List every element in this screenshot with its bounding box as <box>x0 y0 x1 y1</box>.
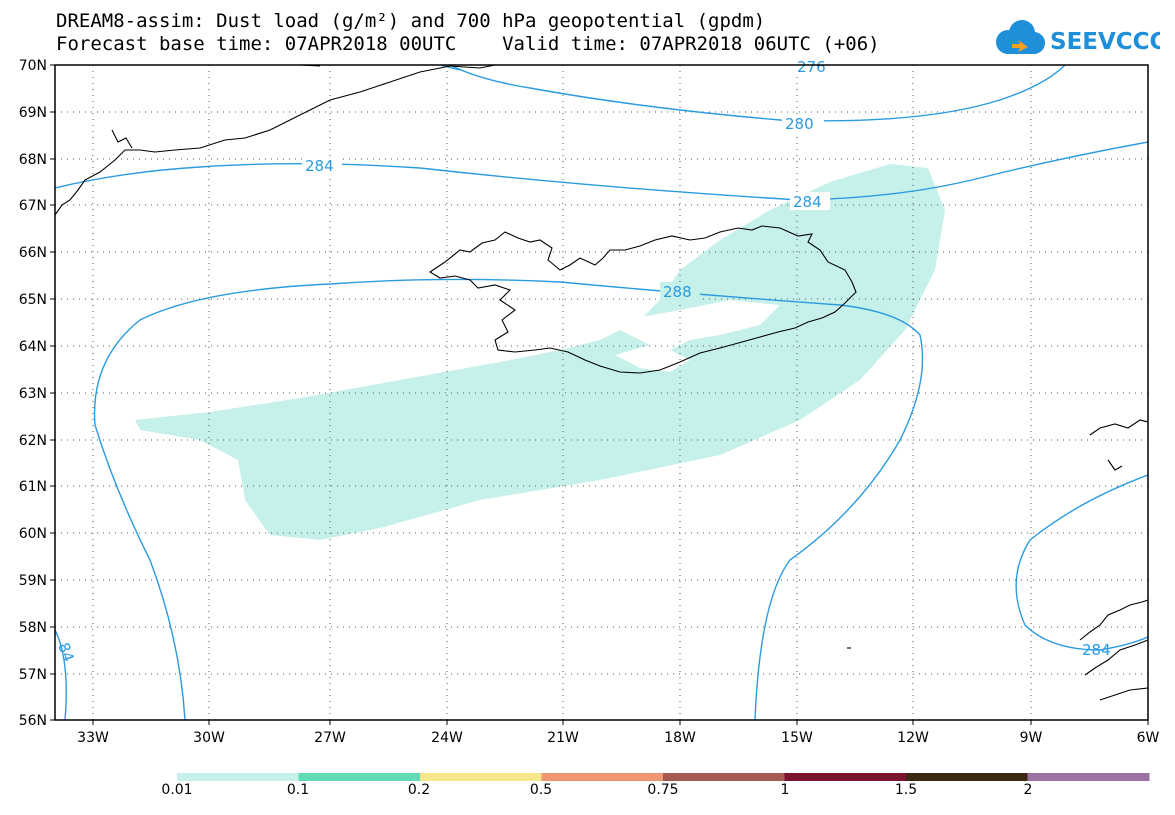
legend-label: 0.75 <box>647 782 679 798</box>
svg-text:288: 288 <box>663 283 692 301</box>
legend-colorbar <box>177 773 1150 781</box>
legend-swatch <box>663 773 785 781</box>
legend-label: 0.01 <box>161 782 193 798</box>
legend-label: 1.5 <box>894 782 918 798</box>
geopotential-contours <box>55 65 1148 720</box>
lat-label: 67N <box>19 198 47 214</box>
legend-swatch <box>420 773 542 781</box>
lon-label: 9W <box>1020 730 1043 746</box>
lat-label: 63N <box>19 386 47 402</box>
legend-label: 0.1 <box>286 782 310 798</box>
seevccc-logo: SEEVCCC <box>996 20 1160 55</box>
legend-label: 1 <box>780 782 790 798</box>
svg-text:276: 276 <box>797 58 826 76</box>
longitude-labels: 33W 30W 27W 24W 21W 18W 15W 12W 9W 6W <box>77 730 1159 746</box>
map-title: DREAM8-assim: Dust load (g/m²) and 700 h… <box>56 10 766 32</box>
coastline <box>55 65 1148 701</box>
lat-label: 59N <box>19 573 47 589</box>
legend-swatch <box>1027 773 1150 781</box>
legend-swatch <box>541 773 664 781</box>
legend-swatch <box>784 773 907 781</box>
svg-text:280: 280 <box>785 115 814 133</box>
lon-label: 30W <box>193 730 225 746</box>
latitude-labels: 70N 69N 68N 67N 66N 65N 64N 63N 62N 61N … <box>19 58 47 729</box>
lat-label: 61N <box>19 479 47 495</box>
lon-label: 33W <box>77 730 109 746</box>
lat-label: 56N <box>19 713 47 729</box>
lon-label: 15W <box>781 730 813 746</box>
lon-label: 18W <box>664 730 696 746</box>
svg-text:284: 284 <box>305 157 334 175</box>
lon-label: 6W <box>1137 730 1160 746</box>
iceland-coast <box>428 225 857 374</box>
scotland-coast <box>1079 599 1148 701</box>
dust-load-area <box>135 164 945 540</box>
lon-label: 27W <box>314 730 346 746</box>
forecast-times: Forecast base time: 07APR2018 00UTC Vali… <box>56 33 880 55</box>
lon-label: 21W <box>547 730 579 746</box>
contour-labels: 276 280 284 284 288 84 284 <box>54 58 1110 664</box>
contour-284-north <box>55 141 1148 201</box>
lat-label: 64N <box>19 339 47 355</box>
legend-swatch <box>177 773 299 781</box>
lat-label: 58N <box>19 620 47 636</box>
lat-label: 68N <box>19 152 47 168</box>
lat-label: 66N <box>19 245 47 261</box>
contour-288 <box>93 278 924 720</box>
lat-label: 62N <box>19 433 47 449</box>
lat-label: 70N <box>19 58 47 74</box>
legend-label: 0.2 <box>407 782 431 798</box>
graticule <box>55 65 1148 720</box>
lat-label: 65N <box>19 292 47 308</box>
contour-284-southeast <box>1015 474 1148 651</box>
greenland-coast <box>55 65 498 216</box>
svg-text:84: 84 <box>54 640 77 664</box>
legend-label: 2 <box>1023 782 1033 798</box>
cloud-icon <box>996 20 1045 54</box>
legend-label: 0.5 <box>529 782 553 798</box>
contour-276 <box>449 65 1066 122</box>
contour-280-west <box>439 65 461 71</box>
faroe-coast <box>1089 419 1148 436</box>
contour-284-south <box>55 629 67 720</box>
svg-text:284: 284 <box>793 193 822 211</box>
lat-label: 57N <box>19 667 47 683</box>
lat-label: 60N <box>19 526 47 542</box>
lat-label: 69N <box>19 105 47 121</box>
legend-swatch <box>298 773 421 781</box>
svg-text:284: 284 <box>1082 641 1111 659</box>
lon-label: 12W <box>897 730 929 746</box>
lon-label: 24W <box>431 730 463 746</box>
svg-text:SEEVCCC: SEEVCCC <box>1050 29 1160 55</box>
legend-swatch <box>906 773 1028 781</box>
